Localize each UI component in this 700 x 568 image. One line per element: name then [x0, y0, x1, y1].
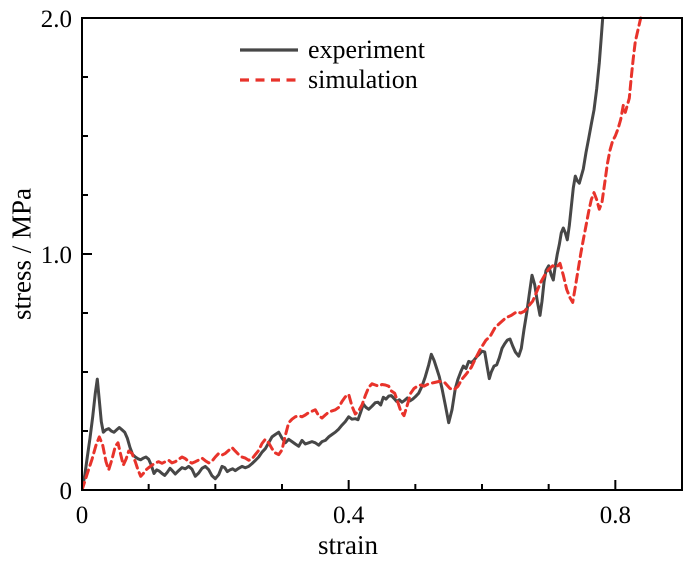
legend-label-simulation: simulation [308, 65, 418, 94]
legend-label-experiment: experiment [308, 35, 425, 64]
y-tick-label: 1.0 [41, 242, 72, 269]
x-tick-label: 0.8 [600, 502, 631, 529]
experiment-line-sample [240, 48, 298, 52]
simulation-line-sample [240, 78, 298, 82]
y-tick-label: 2.0 [41, 6, 72, 33]
x-tick-label: 0.4 [333, 502, 365, 529]
series-simulation-curve [82, 16, 643, 490]
legend-item-experiment: experiment [238, 36, 425, 64]
y-tick-label: 0 [60, 478, 73, 505]
series-experiment-curve [82, 16, 605, 490]
x-axis-title: strain [318, 530, 378, 560]
y-axis-title: stress / MPa [6, 187, 37, 321]
plot-border [81, 17, 683, 491]
legend: experiment simulation [238, 36, 425, 94]
x-tick-label: 0 [76, 502, 89, 529]
legend-item-simulation: simulation [238, 66, 425, 94]
